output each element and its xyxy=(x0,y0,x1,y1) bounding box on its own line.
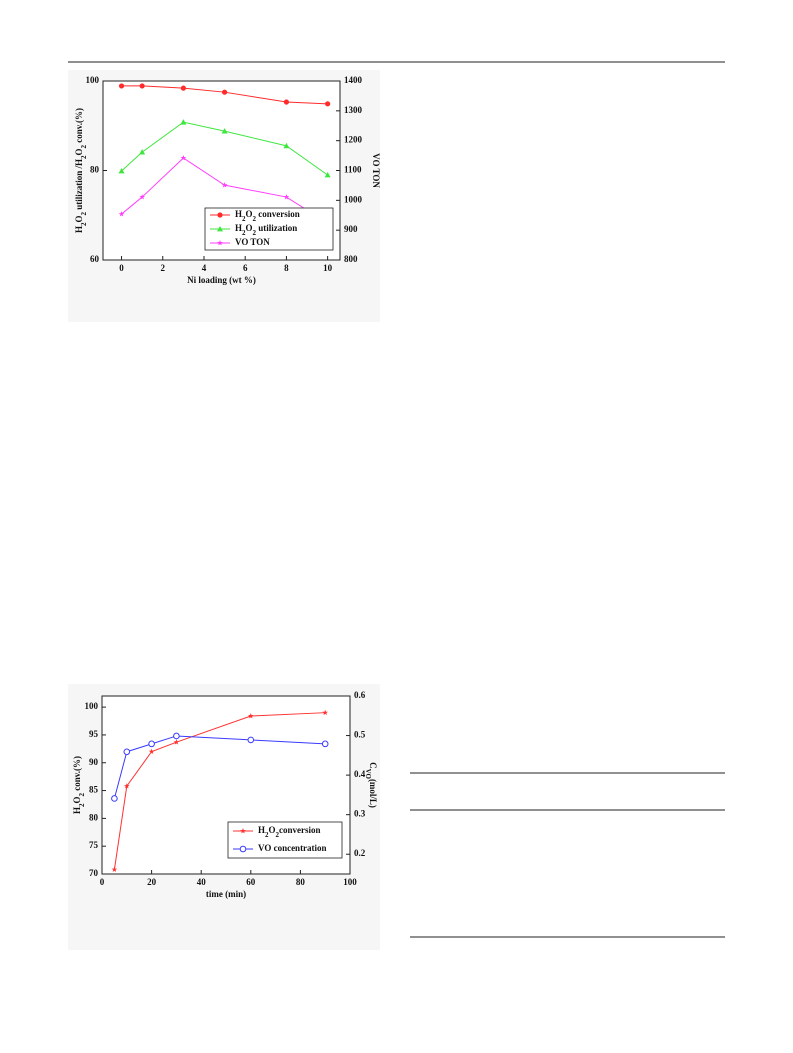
y-tick-label: 90 xyxy=(89,757,99,767)
y2-tick-label: 1200 xyxy=(344,135,363,145)
x-tick-label: 0 xyxy=(119,263,124,273)
y2-tick-label: 800 xyxy=(344,254,358,264)
y-axis-label: H2O2 utilization /H2O2 conv.(%) xyxy=(74,108,88,233)
marker xyxy=(324,171,331,178)
x-tick-label: 8 xyxy=(284,263,289,273)
marker xyxy=(283,194,290,200)
legend-marker xyxy=(217,226,223,232)
x-tick-label: 40 xyxy=(197,877,207,887)
series-line xyxy=(113,712,326,870)
x-tick-label: 0 xyxy=(100,877,105,887)
x-tick-label: 80 xyxy=(296,877,306,887)
y-tick-label: 100 xyxy=(85,701,99,711)
x-tick-label: 6 xyxy=(243,263,248,273)
x-tick-label: 2 xyxy=(161,263,166,273)
marker xyxy=(221,89,228,95)
marker xyxy=(325,101,331,107)
marker xyxy=(180,85,186,91)
y-axis-label: H2O2 conv.(%) xyxy=(72,756,86,814)
marker xyxy=(247,713,254,719)
legend-box xyxy=(227,821,343,859)
marker xyxy=(180,154,187,161)
y2-tick-label: 1000 xyxy=(344,194,363,204)
marker xyxy=(322,709,329,716)
x-tick-label: 60 xyxy=(246,877,256,887)
y-tick-label: 80 xyxy=(90,165,100,175)
marker xyxy=(247,736,255,744)
x-axis-label: time (min) xyxy=(206,889,246,899)
y2-tick-label: 0.5 xyxy=(354,730,366,740)
marker xyxy=(118,167,125,174)
legend-marker xyxy=(240,828,246,834)
series-line xyxy=(121,157,328,224)
marker xyxy=(123,748,131,756)
y-tick-label: 85 xyxy=(89,785,99,795)
y-tick-label: 80 xyxy=(89,812,99,822)
marker xyxy=(123,783,130,789)
legend-label: H2O2 conversion xyxy=(235,209,300,223)
marker xyxy=(221,128,228,134)
y-tick-label: 95 xyxy=(89,729,99,739)
marker xyxy=(139,83,145,89)
x-tick-label: 10 xyxy=(323,263,333,273)
y2-tick-label: 0.2 xyxy=(354,848,366,858)
series-line xyxy=(113,735,326,799)
legend-marker xyxy=(239,845,247,853)
legend-label: H2O2conversion xyxy=(258,825,321,839)
legend-label: VO TON xyxy=(235,237,270,247)
y2-tick-label: 1300 xyxy=(344,105,363,115)
marker xyxy=(118,211,125,217)
marker xyxy=(283,99,290,105)
marker xyxy=(283,142,290,149)
y-tick-label: 100 xyxy=(86,75,100,85)
y-tick-label: 70 xyxy=(89,868,99,878)
marker xyxy=(139,194,146,200)
marker xyxy=(173,739,180,745)
legend-marker xyxy=(217,212,223,218)
y2-tick-label: 1400 xyxy=(344,75,363,85)
marker xyxy=(321,740,329,748)
y2-tick-label: 1100 xyxy=(344,165,362,175)
marker xyxy=(148,748,155,755)
x-tick-label: 4 xyxy=(202,263,207,273)
x-tick-label: 100 xyxy=(343,877,357,887)
y-tick-label: 75 xyxy=(89,840,99,850)
legend-label: VO concentration xyxy=(258,843,327,853)
marker xyxy=(221,182,228,188)
series-line xyxy=(121,121,328,176)
series-line xyxy=(121,85,328,105)
marker xyxy=(180,119,187,125)
y2-axis-label: CVO(mol/L) xyxy=(364,762,378,808)
y2-tick-label: 900 xyxy=(344,224,358,234)
x-axis-label: Ni loading (wt %) xyxy=(187,275,256,285)
y2-axis-label: VO TON xyxy=(371,153,381,188)
marker xyxy=(118,83,125,89)
y2-tick-label: 0.6 xyxy=(354,690,366,700)
marker xyxy=(173,732,180,740)
y2-tick-label: 0.4 xyxy=(354,769,366,779)
y-tick-label: 60 xyxy=(90,254,100,264)
marker xyxy=(139,149,146,155)
marker xyxy=(148,740,155,748)
marker xyxy=(111,866,118,872)
x-tick-label: 20 xyxy=(147,877,157,887)
legend-label: H2O2 utilization xyxy=(235,223,297,237)
marker xyxy=(111,795,118,802)
legend-marker xyxy=(217,240,223,246)
y2-tick-label: 0.3 xyxy=(354,809,366,819)
